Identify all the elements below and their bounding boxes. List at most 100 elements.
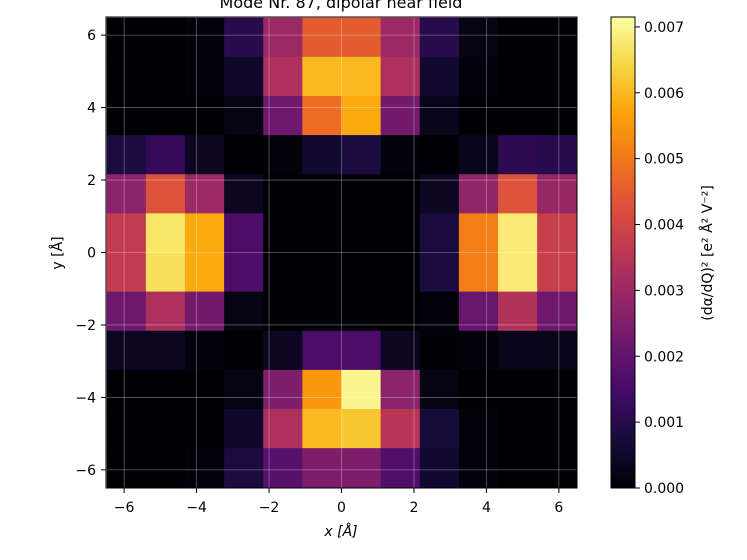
heatmap-cell bbox=[419, 95, 460, 136]
heatmap-cell bbox=[224, 95, 264, 136]
heatmap-cell bbox=[106, 17, 147, 58]
heatmap-cell bbox=[106, 409, 147, 449]
y-tick-label: −2 bbox=[75, 318, 96, 334]
heatmap-cell bbox=[419, 369, 460, 410]
heatmap-cell bbox=[341, 17, 382, 58]
heatmap-cell bbox=[224, 448, 264, 488]
heatmap-cell bbox=[537, 17, 577, 58]
heatmap-cell bbox=[106, 448, 147, 488]
heatmap-cell bbox=[380, 448, 421, 488]
heatmap-cell bbox=[145, 56, 186, 97]
heatmap-cell bbox=[380, 135, 421, 175]
heatmap-cell bbox=[302, 174, 342, 214]
colorbar-tick-label: 0.001 bbox=[644, 415, 684, 431]
heatmap-cell bbox=[145, 291, 186, 332]
heatmap-cell bbox=[145, 252, 186, 293]
heatmap-cell bbox=[145, 369, 186, 410]
heatmap-cell bbox=[419, 17, 460, 58]
heatmap-cell bbox=[458, 291, 499, 332]
heatmap-cell bbox=[263, 448, 303, 488]
heatmap-cell bbox=[263, 17, 303, 58]
heatmap-cell bbox=[498, 448, 538, 488]
heatmap-cell bbox=[106, 174, 147, 214]
heatmap-cell bbox=[498, 95, 538, 136]
heatmap-cell bbox=[106, 56, 147, 97]
heatmap-cell bbox=[341, 213, 382, 253]
colorbar-tick-label: 0.002 bbox=[644, 349, 684, 365]
x-tick-label: −4 bbox=[186, 500, 207, 516]
heatmap-cell bbox=[263, 291, 303, 332]
heatmap-cell bbox=[184, 409, 225, 449]
heatmap-cell bbox=[224, 252, 264, 293]
heatmap-cell bbox=[106, 95, 147, 136]
heatmap-cell bbox=[537, 135, 577, 175]
heatmap-cell bbox=[380, 252, 421, 293]
heatmap-cell bbox=[498, 291, 538, 332]
heatmap-cell bbox=[380, 174, 421, 214]
y-tick-label: 4 bbox=[87, 101, 96, 117]
heatmap-cell bbox=[145, 330, 186, 371]
heatmap-cell bbox=[184, 17, 225, 58]
heatmap-cell bbox=[145, 213, 186, 253]
heatmap-cell bbox=[302, 56, 342, 97]
heatmap-cell bbox=[537, 330, 577, 371]
x-tick-label: −6 bbox=[114, 500, 135, 516]
heatmap-cell bbox=[458, 174, 499, 214]
heatmap-cell bbox=[458, 409, 499, 449]
heatmap-cell bbox=[380, 369, 421, 410]
heatmap-cell bbox=[458, 135, 499, 175]
heatmap-cell bbox=[419, 135, 460, 175]
heatmap-cell bbox=[184, 330, 225, 371]
heatmap-cell bbox=[458, 17, 499, 58]
heatmap-cell bbox=[458, 330, 499, 371]
heatmap-cell bbox=[341, 95, 382, 136]
heatmap-cell bbox=[458, 213, 499, 253]
y-tick-label: 6 bbox=[87, 28, 96, 44]
heatmap-cell bbox=[302, 291, 342, 332]
heatmap-cell bbox=[341, 135, 382, 175]
chart-title: Mode Nr. 87, dipolar near field bbox=[220, 0, 463, 12]
heatmap-cells bbox=[106, 17, 577, 488]
heatmap-cell bbox=[302, 448, 342, 488]
heatmap-cell bbox=[498, 56, 538, 97]
y-tick-label: 0 bbox=[87, 246, 96, 262]
heatmap-cell bbox=[537, 213, 577, 253]
heatmap-cell bbox=[224, 135, 264, 175]
heatmap-cell bbox=[184, 174, 225, 214]
heatmap-cell bbox=[341, 369, 382, 410]
heatmap-cell bbox=[106, 369, 147, 410]
heatmap-cell bbox=[263, 56, 303, 97]
heatmap-cell bbox=[302, 252, 342, 293]
heatmap-cell bbox=[106, 135, 147, 175]
heatmap-cell bbox=[263, 369, 303, 410]
colorbar-ticks: 0.000 0.001 0.002 0.003 0.004 0.005 0.006 0.007 bbox=[635, 20, 684, 497]
heatmap-cell bbox=[419, 291, 460, 332]
heatmap-cell bbox=[341, 252, 382, 293]
heatmap-cell bbox=[419, 409, 460, 449]
heatmap-cell bbox=[458, 95, 499, 136]
heatmap-cell bbox=[537, 291, 577, 332]
heatmap-cell bbox=[458, 369, 499, 410]
heatmap-cell bbox=[302, 369, 342, 410]
heatmap-cell bbox=[537, 369, 577, 410]
x-tick-label: 6 bbox=[554, 500, 563, 516]
heatmap-cell bbox=[498, 330, 538, 371]
heatmap-cell bbox=[145, 448, 186, 488]
heatmap-cell bbox=[419, 56, 460, 97]
heatmap-cell bbox=[498, 174, 538, 214]
y-axis-label: y [Å] bbox=[49, 236, 66, 269]
heatmap-cell bbox=[224, 330, 264, 371]
y-tick-label: 2 bbox=[87, 173, 96, 189]
x-axis-label: x [Å] bbox=[323, 523, 357, 540]
heatmap-cell bbox=[263, 174, 303, 214]
heatmap-cell bbox=[263, 213, 303, 253]
heatmap-cell bbox=[498, 369, 538, 410]
heatmap-cell bbox=[419, 213, 460, 253]
heatmap-cell bbox=[537, 252, 577, 293]
heatmap-cell bbox=[341, 291, 382, 332]
heatmap-cell bbox=[341, 409, 382, 449]
y-tick-label: −6 bbox=[75, 463, 96, 479]
colorbar-tick-label: 0.000 bbox=[644, 481, 684, 497]
x-tick-label: −2 bbox=[259, 500, 280, 516]
